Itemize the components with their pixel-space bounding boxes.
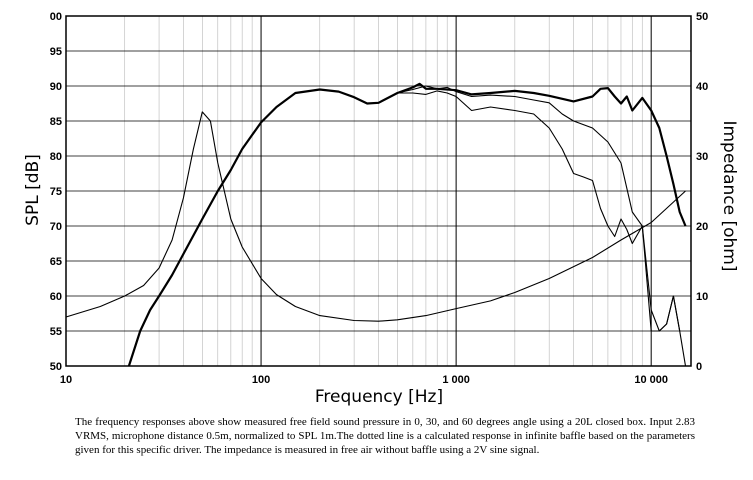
- y-tick-label: 00: [50, 11, 62, 23]
- x-tick-label: 10 000: [634, 374, 668, 386]
- y2-tick-label: 20: [696, 221, 708, 233]
- x-tick-label: 1 000: [442, 374, 470, 386]
- y-tick-label: 50: [50, 361, 62, 373]
- x-tick-labels: 10 100 1 000 10 000: [60, 374, 668, 386]
- x-tick-label: 10: [60, 374, 72, 386]
- chart-caption: The frequency responses above show measu…: [75, 416, 695, 456]
- x-axis-label: Frequency [Hz]: [315, 387, 443, 407]
- y2-tick-label: 50: [696, 11, 708, 23]
- series-layer: [65, 82, 687, 367]
- y-tick-labels: 50 55 60 65 70 75 80 85 90 95 00: [50, 11, 62, 373]
- y-tick-label: 95: [50, 46, 62, 58]
- y2-tick-label: 10: [696, 291, 708, 303]
- y-tick-label: 60: [50, 291, 62, 303]
- y2-tick-label: 0: [696, 361, 702, 373]
- series-line-3: [397, 90, 681, 332]
- plot-frame: [65, 15, 692, 367]
- frequency-response-chart: 10 100 1 000 10 000 50 55 60 65 70 75 80 85 90 95 00 …: [23, 11, 739, 407]
- y-tick-label: 70: [50, 221, 62, 233]
- x-tick-label: 100: [252, 374, 270, 386]
- series-line-4: [65, 111, 686, 322]
- series-line-1: [127, 82, 687, 367]
- y-tick-label: 85: [50, 116, 62, 128]
- y-tick-label: 90: [50, 81, 62, 93]
- y-tick-label: 55: [50, 326, 62, 338]
- y2-axis-label: Impedance [ohm]: [719, 120, 739, 271]
- y-axis-label: SPL [dB]: [23, 154, 43, 226]
- y-tick-label: 65: [50, 256, 62, 268]
- y2-tick-label: 40: [696, 81, 708, 93]
- y2-tick-label: 30: [696, 151, 708, 163]
- y-tick-label: 80: [50, 151, 62, 163]
- y-tick-label: 75: [50, 186, 62, 198]
- y2-tick-labels: 0 10 20 30 40 50: [696, 11, 708, 373]
- major-grid: [66, 16, 691, 366]
